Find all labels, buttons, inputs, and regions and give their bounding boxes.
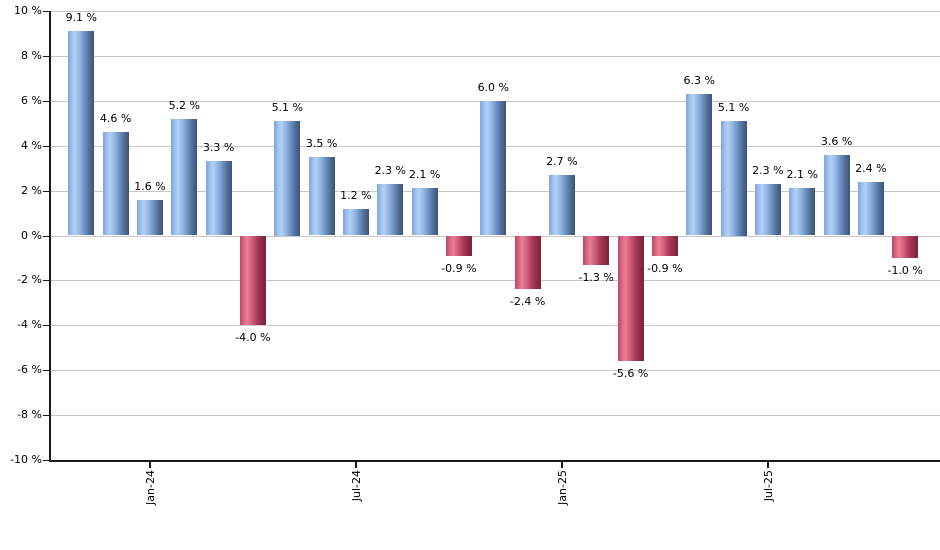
y-axis-label: 0 % (21, 228, 42, 242)
bar-positive (754, 183, 781, 236)
grid-line (50, 235, 940, 237)
bar-value-label: -4.0 % (235, 331, 271, 345)
y-axis-tick (43, 100, 49, 102)
grid-line (50, 325, 940, 327)
bar-value-label: 6.0 % (477, 80, 510, 94)
y-axis (48, 11, 51, 462)
y-axis-tick (43, 11, 49, 12)
bar-positive (308, 156, 335, 236)
y-axis-label: -8 % (17, 408, 42, 422)
y-axis-tick (43, 190, 49, 192)
bar-value-label: 3.5 % (305, 136, 338, 150)
grid-line (50, 370, 940, 372)
y-axis-label: 8 % (21, 48, 42, 62)
bar-positive (823, 154, 850, 236)
bar-positive (205, 161, 232, 236)
y-axis-tick (43, 280, 49, 282)
bar-value-label: 5.2 % (168, 98, 201, 112)
y-axis-label: -10 % (10, 453, 42, 466)
bar-positive (377, 183, 404, 236)
y-axis-label: -6 % (17, 363, 42, 377)
y-axis-tick (43, 55, 49, 57)
bar-positive (137, 199, 163, 236)
bar-positive (720, 121, 747, 236)
y-axis-tick (43, 370, 49, 372)
bar-positive (686, 94, 713, 236)
bar-value-label: -0.9 % (647, 261, 683, 275)
grid-line (50, 415, 940, 417)
bar-positive (411, 188, 438, 236)
y-axis-tick (43, 415, 49, 417)
bar-value-label: 3.6 % (820, 134, 853, 148)
bar-value-label: 2.4 % (855, 161, 887, 175)
bar-value-label: 2.1 % (408, 168, 441, 182)
x-axis-tick (149, 462, 151, 468)
bar-value-label: 4.6 % (99, 112, 132, 126)
bar-negative (617, 235, 644, 362)
y-axis-tick (43, 325, 49, 327)
y-axis-tick (43, 460, 49, 461)
x-axis-label: Jan-24 (144, 470, 157, 505)
y-axis-label: -2 % (17, 273, 42, 287)
y-axis-label: 10 % (14, 4, 42, 17)
bar-positive (68, 31, 95, 236)
bar-positive (342, 208, 369, 236)
grid-line (50, 280, 940, 282)
x-axis-label: Jul-24 (349, 470, 363, 502)
bar-value-label: 3.3 % (202, 141, 235, 155)
x-axis (48, 460, 940, 462)
bar-positive (480, 100, 507, 236)
bar-value-label: 9.1 % (65, 11, 98, 25)
bar-value-label: -1.0 % (887, 263, 923, 277)
x-axis-tick (354, 462, 357, 468)
bar-positive (274, 121, 301, 236)
x-axis-label: Jul-25 (761, 470, 775, 502)
bar-value-label: -5.6 % (612, 367, 649, 381)
bar-value-label: 2.7 % (546, 154, 578, 168)
bar-value-label: 2.1 % (786, 168, 818, 182)
y-axis-label: 4 % (21, 138, 42, 152)
y-axis-tick (43, 145, 49, 147)
bar-negative (892, 235, 919, 258)
x-axis-tick (766, 462, 769, 468)
bar-positive (548, 174, 575, 236)
bar-value-label: 5.1 % (717, 101, 750, 114)
bar-positive (857, 181, 884, 236)
bar-value-label: 1.2 % (340, 188, 372, 202)
bar-value-label: 1.6 % (134, 179, 166, 193)
bar-negative (514, 235, 541, 290)
bar-negative (445, 235, 472, 256)
y-axis-label: -4 % (17, 318, 42, 332)
y-axis-label: 6 % (21, 93, 42, 107)
bar-value-label: 2.3 % (374, 163, 407, 177)
y-axis-tick (43, 235, 49, 237)
bar-value-label: 5.1 % (271, 101, 304, 114)
x-axis-label: Jan-25 (555, 470, 569, 505)
bar-positive (171, 118, 198, 236)
x-axis-tick (560, 462, 563, 468)
bar-value-label: 6.3 % (683, 74, 715, 88)
grid-line (50, 11, 940, 12)
bar-value-label: -1.3 % (578, 270, 614, 284)
bar-negative (583, 235, 610, 265)
bar-positive (789, 188, 816, 236)
bar-negative (239, 235, 266, 326)
grid-line (50, 55, 940, 57)
bar-negative (651, 235, 678, 256)
bar-value-label: -0.9 % (441, 261, 477, 275)
bar-value-label: 2.3 % (752, 163, 784, 177)
bar-value-label: -2.4 % (509, 295, 546, 309)
bar-positive (102, 132, 129, 236)
y-axis-label: 2 % (21, 183, 42, 197)
